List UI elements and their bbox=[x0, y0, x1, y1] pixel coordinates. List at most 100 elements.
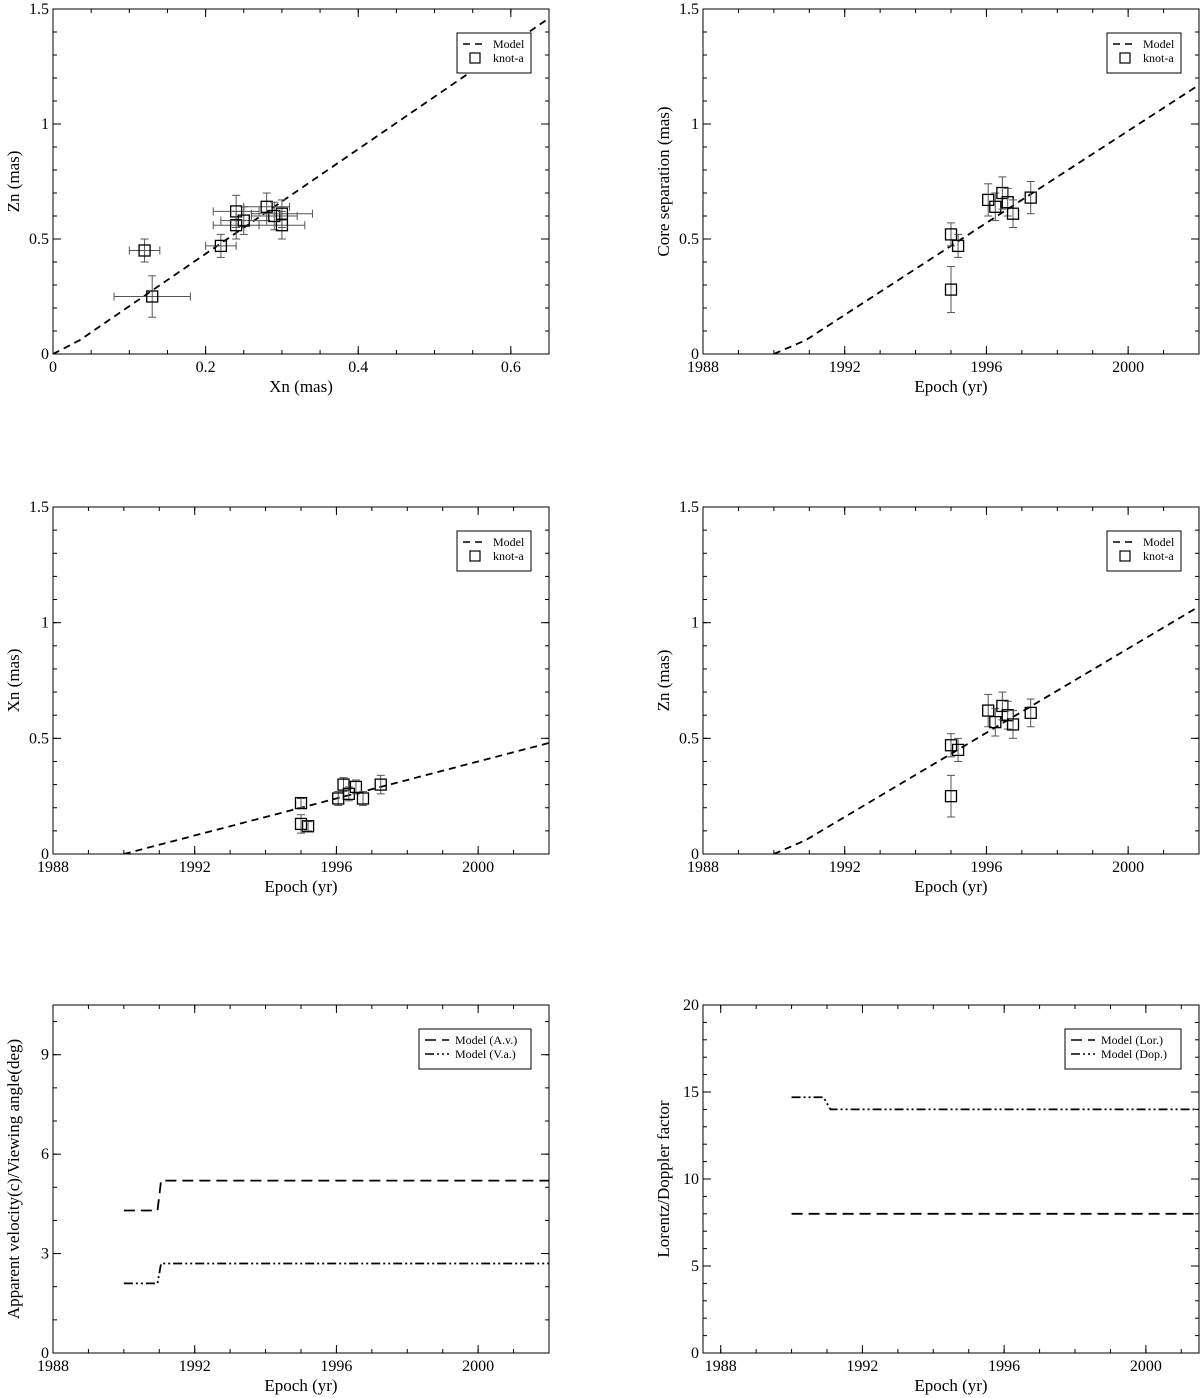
x-tick-label: 2000 bbox=[1130, 1358, 1162, 1375]
x-tick-label: 2000 bbox=[1112, 859, 1144, 876]
legend-swatch-square bbox=[469, 550, 481, 562]
legend-box bbox=[418, 1028, 532, 1070]
x-tick-label: 1992 bbox=[829, 359, 861, 376]
square-marker bbox=[944, 739, 958, 752]
plot-area bbox=[773, 605, 1199, 854]
y-tick-label: 1 bbox=[691, 615, 699, 632]
plot-area bbox=[791, 1096, 1199, 1215]
data-point bbox=[951, 737, 965, 762]
legend-entry-label: knot-a bbox=[493, 51, 524, 65]
y-axis-label: Lorentz/Doppler factor bbox=[654, 1100, 673, 1258]
x-tick-label: 1996 bbox=[970, 859, 1002, 876]
data-point bbox=[944, 733, 958, 758]
x-tick-label: 1992 bbox=[179, 1358, 211, 1375]
x-axis-label: Epoch (yr) bbox=[914, 877, 987, 896]
data-point bbox=[212, 210, 260, 240]
x-tick-label: 1988 bbox=[687, 359, 719, 376]
x-axis-label: Epoch (yr) bbox=[264, 877, 337, 896]
y-axis-label: Zn (mas) bbox=[4, 151, 23, 213]
y-axis-label: Apparent velocity(c)/Viewing angle(deg) bbox=[4, 1039, 23, 1319]
data-point bbox=[128, 238, 161, 263]
data-point bbox=[951, 233, 965, 258]
plot-area bbox=[773, 84, 1199, 354]
y-tick-label: 1.5 bbox=[679, 499, 699, 516]
legend-entry-label: Model (A.v.) bbox=[455, 1033, 517, 1047]
legend-swatch-square bbox=[469, 52, 481, 64]
square-marker bbox=[989, 200, 1002, 213]
data-point bbox=[301, 820, 315, 833]
square-marker bbox=[951, 239, 965, 253]
square-marker bbox=[374, 778, 387, 791]
x-tick-label: 1992 bbox=[829, 859, 861, 876]
data-point bbox=[944, 774, 958, 818]
data-point bbox=[944, 266, 958, 314]
y-tick-label: 1 bbox=[41, 116, 49, 133]
x-tick-label: 2000 bbox=[462, 1358, 494, 1375]
square-marker bbox=[349, 780, 363, 794]
square-marker bbox=[989, 715, 1002, 729]
x-tick-label: 1988 bbox=[37, 1358, 69, 1375]
legend: Model (Lor.)Model (Dop.) bbox=[1064, 1028, 1182, 1070]
legend-entry-label: knot-a bbox=[1143, 51, 1174, 65]
square-marker bbox=[146, 290, 159, 303]
x-tick-label: 0 bbox=[49, 359, 57, 376]
legend-entry-label: Model (V.a.) bbox=[455, 1047, 516, 1061]
legend-box bbox=[1064, 1028, 1182, 1070]
y-tick-label: 5 bbox=[691, 1258, 699, 1275]
plot-area bbox=[53, 17, 549, 354]
legend-entry-label: Model bbox=[1143, 535, 1175, 549]
data-point bbox=[989, 192, 1002, 222]
legend-entry-label: Model (Lor.) bbox=[1101, 1033, 1163, 1047]
x-tick-label: 1992 bbox=[179, 859, 211, 876]
y-tick-label: 0.5 bbox=[679, 730, 699, 747]
y-tick-label: 6 bbox=[41, 1146, 49, 1163]
chart-panel-1: 0 0.2 0.4 0.6 0 0.5 1 1.5 Xn (mas) Zn (mas) Modelk… bbox=[4, 1, 550, 396]
series-line-1 bbox=[773, 605, 1199, 854]
data-point bbox=[349, 779, 363, 795]
x-axis-label: Epoch (yr) bbox=[264, 1376, 337, 1395]
y-tick-label: 0.5 bbox=[29, 730, 49, 747]
square-marker bbox=[294, 796, 308, 810]
legend-entry-label: Model bbox=[1143, 37, 1175, 51]
x-tick-label: 1988 bbox=[687, 859, 719, 876]
x-axis-label: Epoch (yr) bbox=[914, 1376, 987, 1395]
series-line-1 bbox=[53, 17, 549, 354]
data-point bbox=[113, 275, 191, 318]
square-marker bbox=[260, 200, 273, 213]
y-tick-label: 0.5 bbox=[679, 231, 699, 248]
y-tick-label: 0 bbox=[41, 1345, 49, 1362]
data-point bbox=[982, 693, 995, 728]
square-marker bbox=[982, 193, 995, 207]
data-point bbox=[1006, 710, 1020, 739]
plot-area bbox=[123, 742, 549, 854]
series-line-2 bbox=[791, 1096, 1199, 1111]
square-marker bbox=[951, 743, 965, 757]
y-tick-label: 1.5 bbox=[679, 1, 699, 18]
legend-swatch-square bbox=[1119, 550, 1131, 562]
data-point bbox=[1006, 199, 1020, 228]
legend-entry-label: knot-a bbox=[493, 549, 524, 563]
legend-box bbox=[1106, 32, 1182, 74]
legend-entry-label: Model bbox=[493, 37, 525, 51]
legend-swatch-square bbox=[1119, 52, 1131, 64]
x-axis-label: Xn (mas) bbox=[269, 377, 333, 396]
y-tick-label: 3 bbox=[41, 1246, 49, 1263]
square-marker bbox=[982, 704, 995, 717]
legend-entry-label: Model (Dop.) bbox=[1101, 1047, 1167, 1061]
square-marker bbox=[237, 214, 250, 227]
series-line-1 bbox=[123, 742, 549, 854]
y-tick-label: 1.5 bbox=[29, 499, 49, 516]
series-line-1 bbox=[123, 1179, 549, 1212]
y-tick-label: 0 bbox=[41, 346, 49, 363]
x-tick-label: 2000 bbox=[462, 859, 494, 876]
square-marker bbox=[1024, 191, 1037, 204]
legend-box bbox=[456, 530, 532, 572]
y-tick-label: 0.5 bbox=[29, 231, 49, 248]
chart-panel-5: 1988 1992 1996 2000 0 3 6 9 Epoch (yr) Apparent v… bbox=[4, 1004, 550, 1395]
x-tick-label: 2000 bbox=[1112, 359, 1144, 376]
y-axis-label: Zn (mas) bbox=[654, 650, 673, 712]
square-marker bbox=[268, 209, 281, 223]
square-marker bbox=[301, 820, 315, 833]
